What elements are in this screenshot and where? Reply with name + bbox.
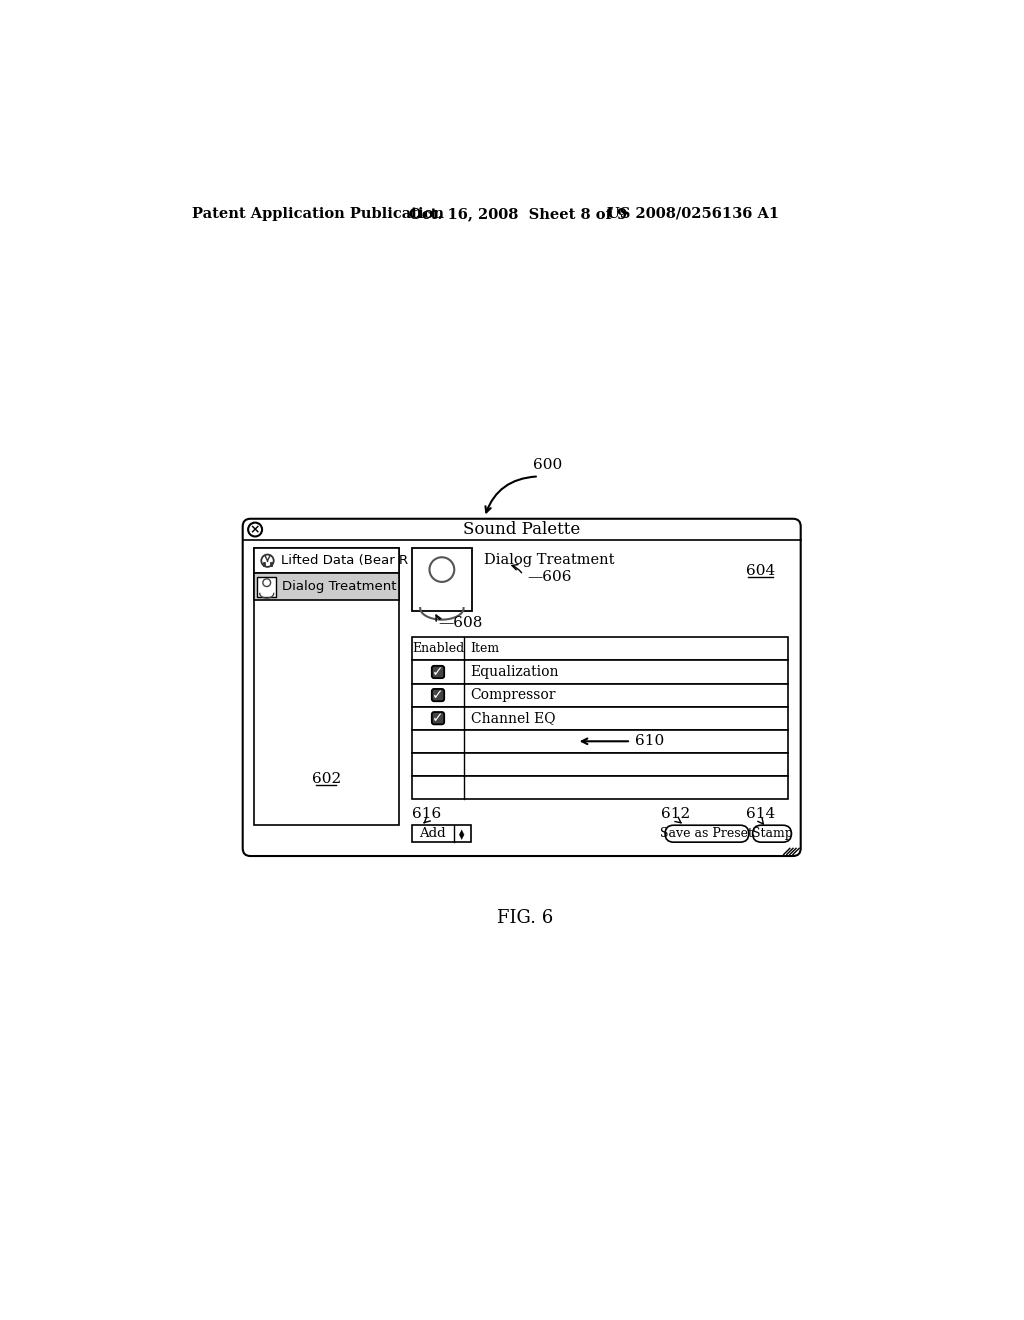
- Text: ✓: ✓: [432, 688, 443, 702]
- FancyBboxPatch shape: [432, 711, 444, 725]
- Text: Dialog Treatment: Dialog Treatment: [283, 579, 396, 593]
- Text: FIG. 6: FIG. 6: [497, 908, 553, 927]
- Bar: [412, 548, 472, 611]
- FancyBboxPatch shape: [243, 519, 801, 855]
- Text: 614: 614: [746, 808, 776, 821]
- Bar: [412, 825, 471, 842]
- Text: ×: ×: [250, 523, 260, 536]
- Text: Patent Application Publication: Patent Application Publication: [191, 207, 443, 220]
- Text: —606: —606: [527, 570, 571, 585]
- Text: Item: Item: [471, 643, 500, 656]
- Bar: [412, 776, 788, 799]
- Text: 610: 610: [635, 734, 665, 748]
- Text: ▲: ▲: [460, 829, 465, 836]
- Text: —608: —608: [438, 616, 482, 631]
- Text: ▼: ▼: [460, 834, 465, 840]
- Text: Lifted Data (Bear R: Lifted Data (Bear R: [281, 554, 408, 568]
- Text: Compressor: Compressor: [471, 688, 556, 702]
- Text: Channel EQ: Channel EQ: [471, 711, 555, 725]
- Text: US 2008/0256136 A1: US 2008/0256136 A1: [607, 207, 779, 220]
- Bar: [412, 638, 788, 660]
- FancyBboxPatch shape: [432, 689, 444, 701]
- Text: 600: 600: [532, 458, 562, 471]
- Bar: [412, 684, 788, 706]
- Text: Add: Add: [419, 828, 445, 841]
- Bar: [254, 548, 399, 573]
- FancyBboxPatch shape: [665, 825, 749, 842]
- FancyBboxPatch shape: [753, 825, 792, 842]
- Text: 602: 602: [311, 772, 341, 785]
- Text: 604: 604: [745, 564, 775, 578]
- Text: Oct. 16, 2008  Sheet 8 of 9: Oct. 16, 2008 Sheet 8 of 9: [409, 207, 627, 220]
- Text: ✓: ✓: [432, 711, 443, 725]
- Text: Equalization: Equalization: [471, 665, 559, 678]
- Text: Enabled: Enabled: [412, 643, 464, 656]
- FancyBboxPatch shape: [432, 665, 444, 678]
- Bar: [254, 548, 399, 825]
- Bar: [412, 706, 788, 730]
- Text: Sound Palette: Sound Palette: [463, 521, 581, 539]
- Text: 616: 616: [412, 808, 441, 821]
- Text: 612: 612: [662, 808, 690, 821]
- Bar: [412, 730, 788, 752]
- Text: ✓: ✓: [432, 665, 443, 678]
- Bar: [412, 660, 788, 684]
- Bar: [254, 573, 399, 599]
- Bar: [412, 752, 788, 776]
- Text: Save as Preset: Save as Preset: [660, 828, 754, 841]
- Text: Stamp: Stamp: [752, 828, 793, 841]
- Text: Dialog Treatment: Dialog Treatment: [484, 553, 615, 568]
- Bar: [257, 577, 276, 597]
